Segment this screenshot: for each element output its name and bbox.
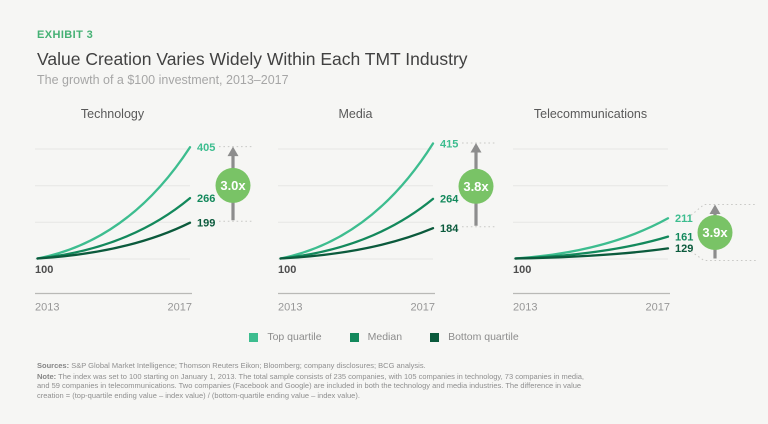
chart-title: Telecommunications xyxy=(534,107,647,121)
page-subtitle: The growth of a $100 investment, 2013–20… xyxy=(37,73,289,87)
series-line-bottom-quartile xyxy=(279,227,435,260)
legend-swatch-top-quartile-icon xyxy=(249,332,259,342)
legend-item-bottom-quartile: Bottom quartile xyxy=(430,331,519,343)
legend-item-median: Median xyxy=(349,331,403,343)
dotted-guide-bottom xyxy=(690,250,757,261)
multiplier-value: 3.9x xyxy=(702,225,728,240)
legend-swatch-bottom-quartile-icon xyxy=(430,332,440,342)
note-line: Note: The index was set to 100 starting … xyxy=(37,372,593,401)
index-start-label: 100 xyxy=(35,264,53,276)
index-start-label: 100 xyxy=(278,264,296,276)
legend-label-bottom-quartile: Bottom quartile xyxy=(448,331,519,343)
legend-swatch-median-icon xyxy=(349,332,359,342)
multiplier-circle xyxy=(458,168,494,204)
series-line-top-quartile xyxy=(36,146,192,260)
x-tick-start: 2013 xyxy=(35,302,59,314)
multiplier-value: 3.8x xyxy=(463,179,489,194)
sources-line: Sources: S&P Global Market Intelligence;… xyxy=(37,361,593,371)
series-line-median xyxy=(279,197,435,260)
x-tick-start: 2013 xyxy=(513,302,537,314)
sources-label: Sources: xyxy=(37,361,70,370)
chart-panel-technology: Technology 405 266 199 100 2013 2017 3.0x xyxy=(35,107,252,314)
value-label-median: 161 xyxy=(675,231,693,243)
x-tick-end: 2017 xyxy=(168,302,192,314)
chart-title: Technology xyxy=(81,107,145,121)
multiplier-value: 3.0x xyxy=(220,178,246,193)
x-tick-end: 2017 xyxy=(646,302,670,314)
value-label-bottom-quartile: 199 xyxy=(197,218,215,230)
multiplier-badge: 3.9x xyxy=(690,204,757,261)
up-arrow-icon xyxy=(470,143,482,153)
value-label-bottom-quartile: 184 xyxy=(440,223,459,235)
chart-legend: Top quartile Median Bottom quartile xyxy=(0,331,768,343)
multiplier-circle xyxy=(697,215,733,250)
multiplier-circle xyxy=(215,167,251,203)
series-line-bottom-quartile xyxy=(36,221,192,260)
note-text: The index was set to 100 starting on Jan… xyxy=(37,371,584,401)
value-label-bottom-quartile: 129 xyxy=(675,243,693,255)
value-label-top-quartile: 211 xyxy=(675,213,693,225)
multiplier-badge: 3.0x xyxy=(215,146,252,222)
chart-panel-media: Media 415 264 184 100 2013 2017 3.8x xyxy=(278,107,495,314)
value-label-top-quartile: 415 xyxy=(440,138,458,150)
series-line-median xyxy=(36,196,192,260)
index-start-label: 100 xyxy=(513,264,531,276)
sources-text: S&P Global Market Intelligence; Thomson … xyxy=(71,361,426,370)
up-arrow-icon xyxy=(709,204,721,214)
exhibit-header: EXHIBIT 3 Value Creation Varies Widely W… xyxy=(37,29,468,87)
dotted-guide-top xyxy=(690,204,757,216)
note-label: Note: xyxy=(37,371,57,381)
footnotes: Sources: S&P Global Market Intelligence;… xyxy=(37,361,593,401)
value-label-median: 266 xyxy=(197,193,215,205)
legend-item-top-quartile: Top quartile xyxy=(249,331,322,343)
exhibit-label: EXHIBIT 3 xyxy=(37,29,94,41)
x-tick-start: 2013 xyxy=(278,302,302,314)
x-tick-end: 2017 xyxy=(411,302,435,314)
chart-title: Media xyxy=(338,107,372,121)
legend-label-top-quartile: Top quartile xyxy=(267,331,322,343)
series-line-top-quartile xyxy=(279,142,435,260)
value-label-median: 264 xyxy=(440,194,459,206)
series-line-bottom-quartile xyxy=(514,247,670,260)
multiplier-badge: 3.8x xyxy=(458,142,495,228)
value-label-top-quartile: 405 xyxy=(197,142,215,154)
legend-label-median: Median xyxy=(367,331,403,343)
page-title: Value Creation Varies Widely Within Each… xyxy=(37,49,468,69)
up-arrow-icon xyxy=(227,146,239,157)
